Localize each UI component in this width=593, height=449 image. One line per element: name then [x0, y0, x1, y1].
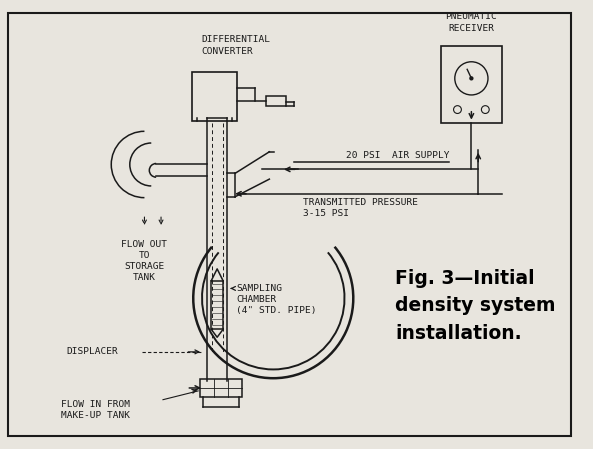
Text: 20 PSI  AIR SUPPLY: 20 PSI AIR SUPPLY: [346, 150, 450, 159]
Circle shape: [482, 106, 489, 114]
Text: Fig. 3—Initial: Fig. 3—Initial: [396, 269, 535, 288]
Circle shape: [454, 106, 461, 114]
Text: FLOW IN FROM
MAKE-UP TANK: FLOW IN FROM MAKE-UP TANK: [60, 401, 129, 420]
Text: FLOW OUT
TO
STORAGE
TANK: FLOW OUT TO STORAGE TANK: [122, 240, 167, 282]
Text: installation.: installation.: [396, 324, 522, 343]
Text: PNEUMATIC
RECEIVER: PNEUMATIC RECEIVER: [445, 12, 498, 33]
Bar: [200, 379, 242, 397]
Bar: [211, 281, 223, 330]
Text: DIFFERENTIAL
CONVERTER: DIFFERENTIAL CONVERTER: [201, 35, 270, 56]
Circle shape: [455, 62, 488, 95]
Text: SAMPLING
CHAMBER
(4" STD. PIPE): SAMPLING CHAMBER (4" STD. PIPE): [236, 284, 317, 315]
Text: DISPLACER: DISPLACER: [66, 348, 118, 357]
Bar: [441, 46, 502, 123]
Text: density system: density system: [396, 296, 556, 315]
Bar: [266, 96, 286, 106]
Bar: [192, 72, 237, 121]
Circle shape: [470, 77, 473, 80]
Text: TRANSMITTED PRESSURE
3-15 PSI: TRANSMITTED PRESSURE 3-15 PSI: [302, 198, 417, 218]
